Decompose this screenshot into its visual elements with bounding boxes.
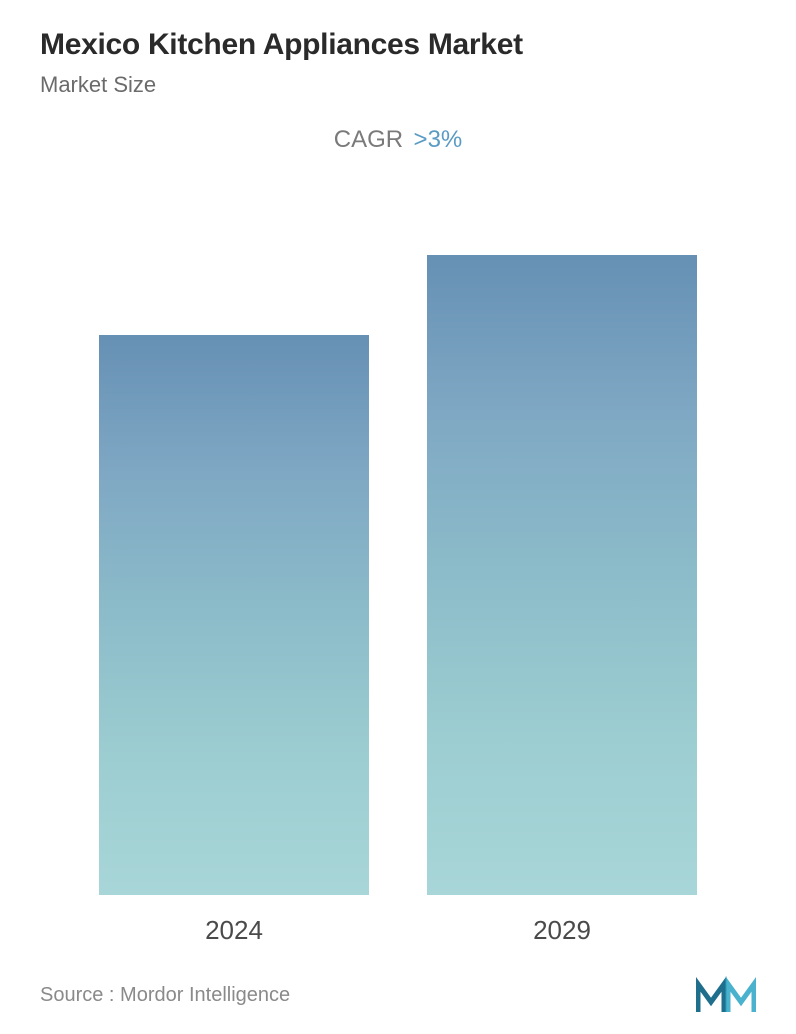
source-label: Source : bbox=[40, 984, 114, 1006]
chart-area: 2024 2029 bbox=[40, 204, 756, 946]
cagr-label: CAGR bbox=[334, 126, 403, 153]
chart-container: Mexico Kitchen Appliances Market Market … bbox=[0, 0, 796, 1034]
bar-group-2029: 2029 bbox=[417, 204, 707, 946]
footer: Source : Mordor Intelligence bbox=[40, 958, 756, 1014]
cagr-row: CAGR >3% bbox=[40, 126, 756, 154]
mordor-logo-icon bbox=[696, 976, 756, 1014]
cagr-value: >3% bbox=[414, 126, 463, 153]
x-axis-label-2029: 2029 bbox=[533, 915, 591, 946]
source-name: Mordor Intelligence bbox=[120, 984, 290, 1006]
bar-group-2024: 2024 bbox=[89, 204, 379, 946]
bar-2024 bbox=[99, 335, 369, 895]
bar-2029 bbox=[427, 255, 697, 895]
chart-title: Mexico Kitchen Appliances Market bbox=[40, 28, 756, 62]
chart-subtitle: Market Size bbox=[40, 72, 756, 98]
x-axis-label-2024: 2024 bbox=[205, 915, 263, 946]
source-text: Source : Mordor Intelligence bbox=[40, 984, 290, 1007]
